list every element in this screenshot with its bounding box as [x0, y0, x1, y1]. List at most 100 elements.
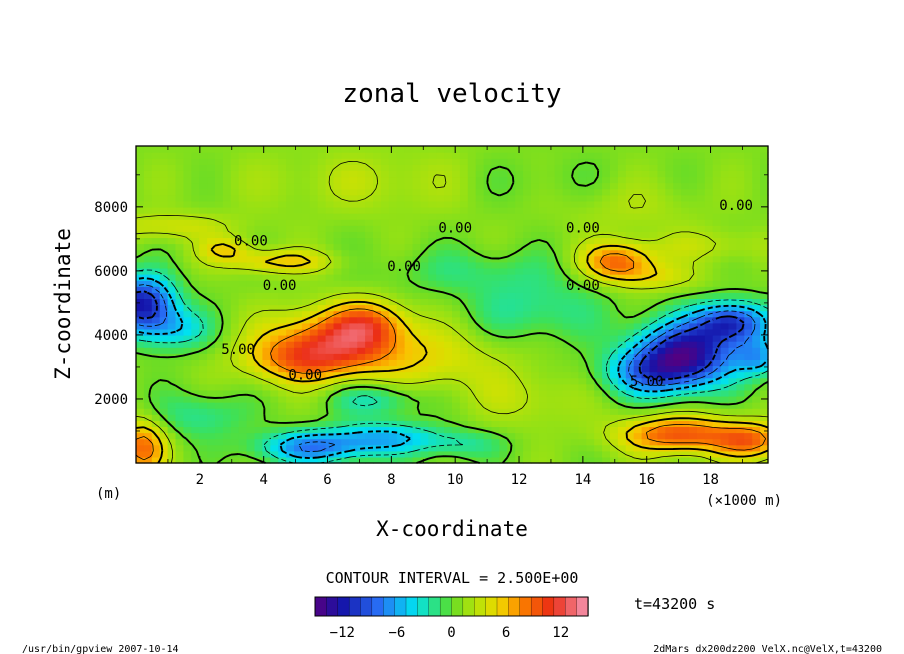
field-cell: [657, 371, 666, 379]
field-cell: [625, 316, 635, 324]
field-cell: [657, 158, 666, 165]
field-cell: [191, 237, 200, 245]
field-cell: [523, 420, 532, 428]
field-cell: [728, 347, 737, 354]
field-cell: [523, 267, 532, 275]
field-cell: [641, 389, 651, 397]
field-cell: [578, 249, 587, 257]
field-cell: [720, 322, 730, 330]
field-cell: [254, 231, 263, 239]
field-cell: [673, 371, 682, 379]
field-cell: [420, 188, 429, 196]
field-cell: [222, 286, 232, 293]
field-cell: [349, 170, 358, 178]
field-cell: [444, 310, 453, 318]
field-cell: [752, 389, 761, 397]
field-cell: [365, 219, 374, 226]
field-cell: [712, 206, 722, 214]
field-cell: [396, 200, 406, 208]
field-cell: [380, 152, 390, 159]
field-cell: [254, 322, 263, 330]
field-cell: [625, 286, 635, 293]
field-cell: [602, 347, 611, 354]
field-cell: [254, 383, 263, 391]
field-cell: [444, 170, 453, 178]
field-cell: [207, 188, 216, 196]
field-cell: [594, 176, 603, 184]
field-cell: [388, 188, 398, 196]
field-cell: [657, 225, 666, 232]
field-cell: [610, 377, 619, 385]
field-cell: [136, 450, 145, 458]
field-cell: [531, 243, 540, 251]
field-cell: [538, 456, 548, 464]
field-cell: [483, 261, 493, 269]
x-tick-label: 8: [387, 472, 395, 488]
field-cell: [317, 347, 327, 354]
field-cell: [301, 249, 311, 257]
field-cell: [538, 432, 548, 440]
field-cell: [681, 267, 690, 275]
field-cell: [467, 182, 477, 190]
field-cell: [452, 152, 461, 159]
field-cell: [254, 225, 263, 232]
field-cell: [752, 237, 761, 245]
field-cell: [333, 213, 342, 220]
field-cell: [230, 432, 240, 440]
field-cell: [602, 267, 611, 275]
field-cell: [215, 146, 224, 153]
field-cell: [270, 322, 279, 330]
field-cell: [270, 341, 279, 348]
field-cell: [341, 152, 350, 159]
field-cell: [499, 280, 508, 287]
field-cell: [412, 237, 421, 245]
field-cell: [673, 377, 682, 385]
field-cell: [341, 194, 350, 202]
field-cell: [349, 304, 358, 312]
field-cell: [531, 402, 540, 409]
field-cell: [752, 395, 761, 403]
field-cell: [341, 402, 350, 409]
field-cell: [578, 237, 587, 245]
field-cell: [475, 438, 485, 446]
field-cell: [760, 158, 769, 165]
field-cell: [610, 341, 619, 348]
field-cell: [689, 225, 698, 232]
field-cell: [570, 408, 579, 415]
field-cell: [665, 322, 674, 330]
field-cell: [641, 322, 651, 330]
field-cell: [215, 444, 224, 452]
field-cell: [294, 219, 303, 226]
field-cell: [602, 456, 611, 464]
field-cell: [199, 353, 208, 360]
field-cell: [538, 182, 548, 190]
field-cell: [444, 164, 453, 171]
field-cell: [744, 206, 753, 214]
field-cell: [744, 438, 753, 446]
field-cell: [625, 152, 635, 159]
field-cell: [309, 359, 319, 367]
field-cell: [246, 249, 256, 257]
field-cell: [207, 237, 216, 245]
field-cell: [420, 249, 429, 257]
field-cell: [222, 200, 232, 208]
field-cell: [254, 286, 263, 293]
field-cell: [222, 176, 232, 184]
field-cell: [641, 164, 651, 171]
field-cell: [657, 249, 666, 257]
field-cell: [246, 402, 256, 409]
field-cell: [436, 194, 445, 202]
field-cell: [444, 371, 453, 379]
field-cell: [673, 164, 682, 171]
field-cell: [143, 164, 153, 171]
field-cell: [317, 450, 327, 458]
field-cell: [199, 389, 208, 397]
field-cell: [760, 146, 769, 153]
field-cell: [325, 316, 335, 324]
field-cell: [436, 146, 445, 153]
field-cell: [444, 176, 453, 184]
field-cell: [712, 194, 722, 202]
field-cell: [388, 316, 398, 324]
x-unit-right: (×1000 m): [706, 493, 782, 509]
field-cell: [222, 292, 232, 300]
